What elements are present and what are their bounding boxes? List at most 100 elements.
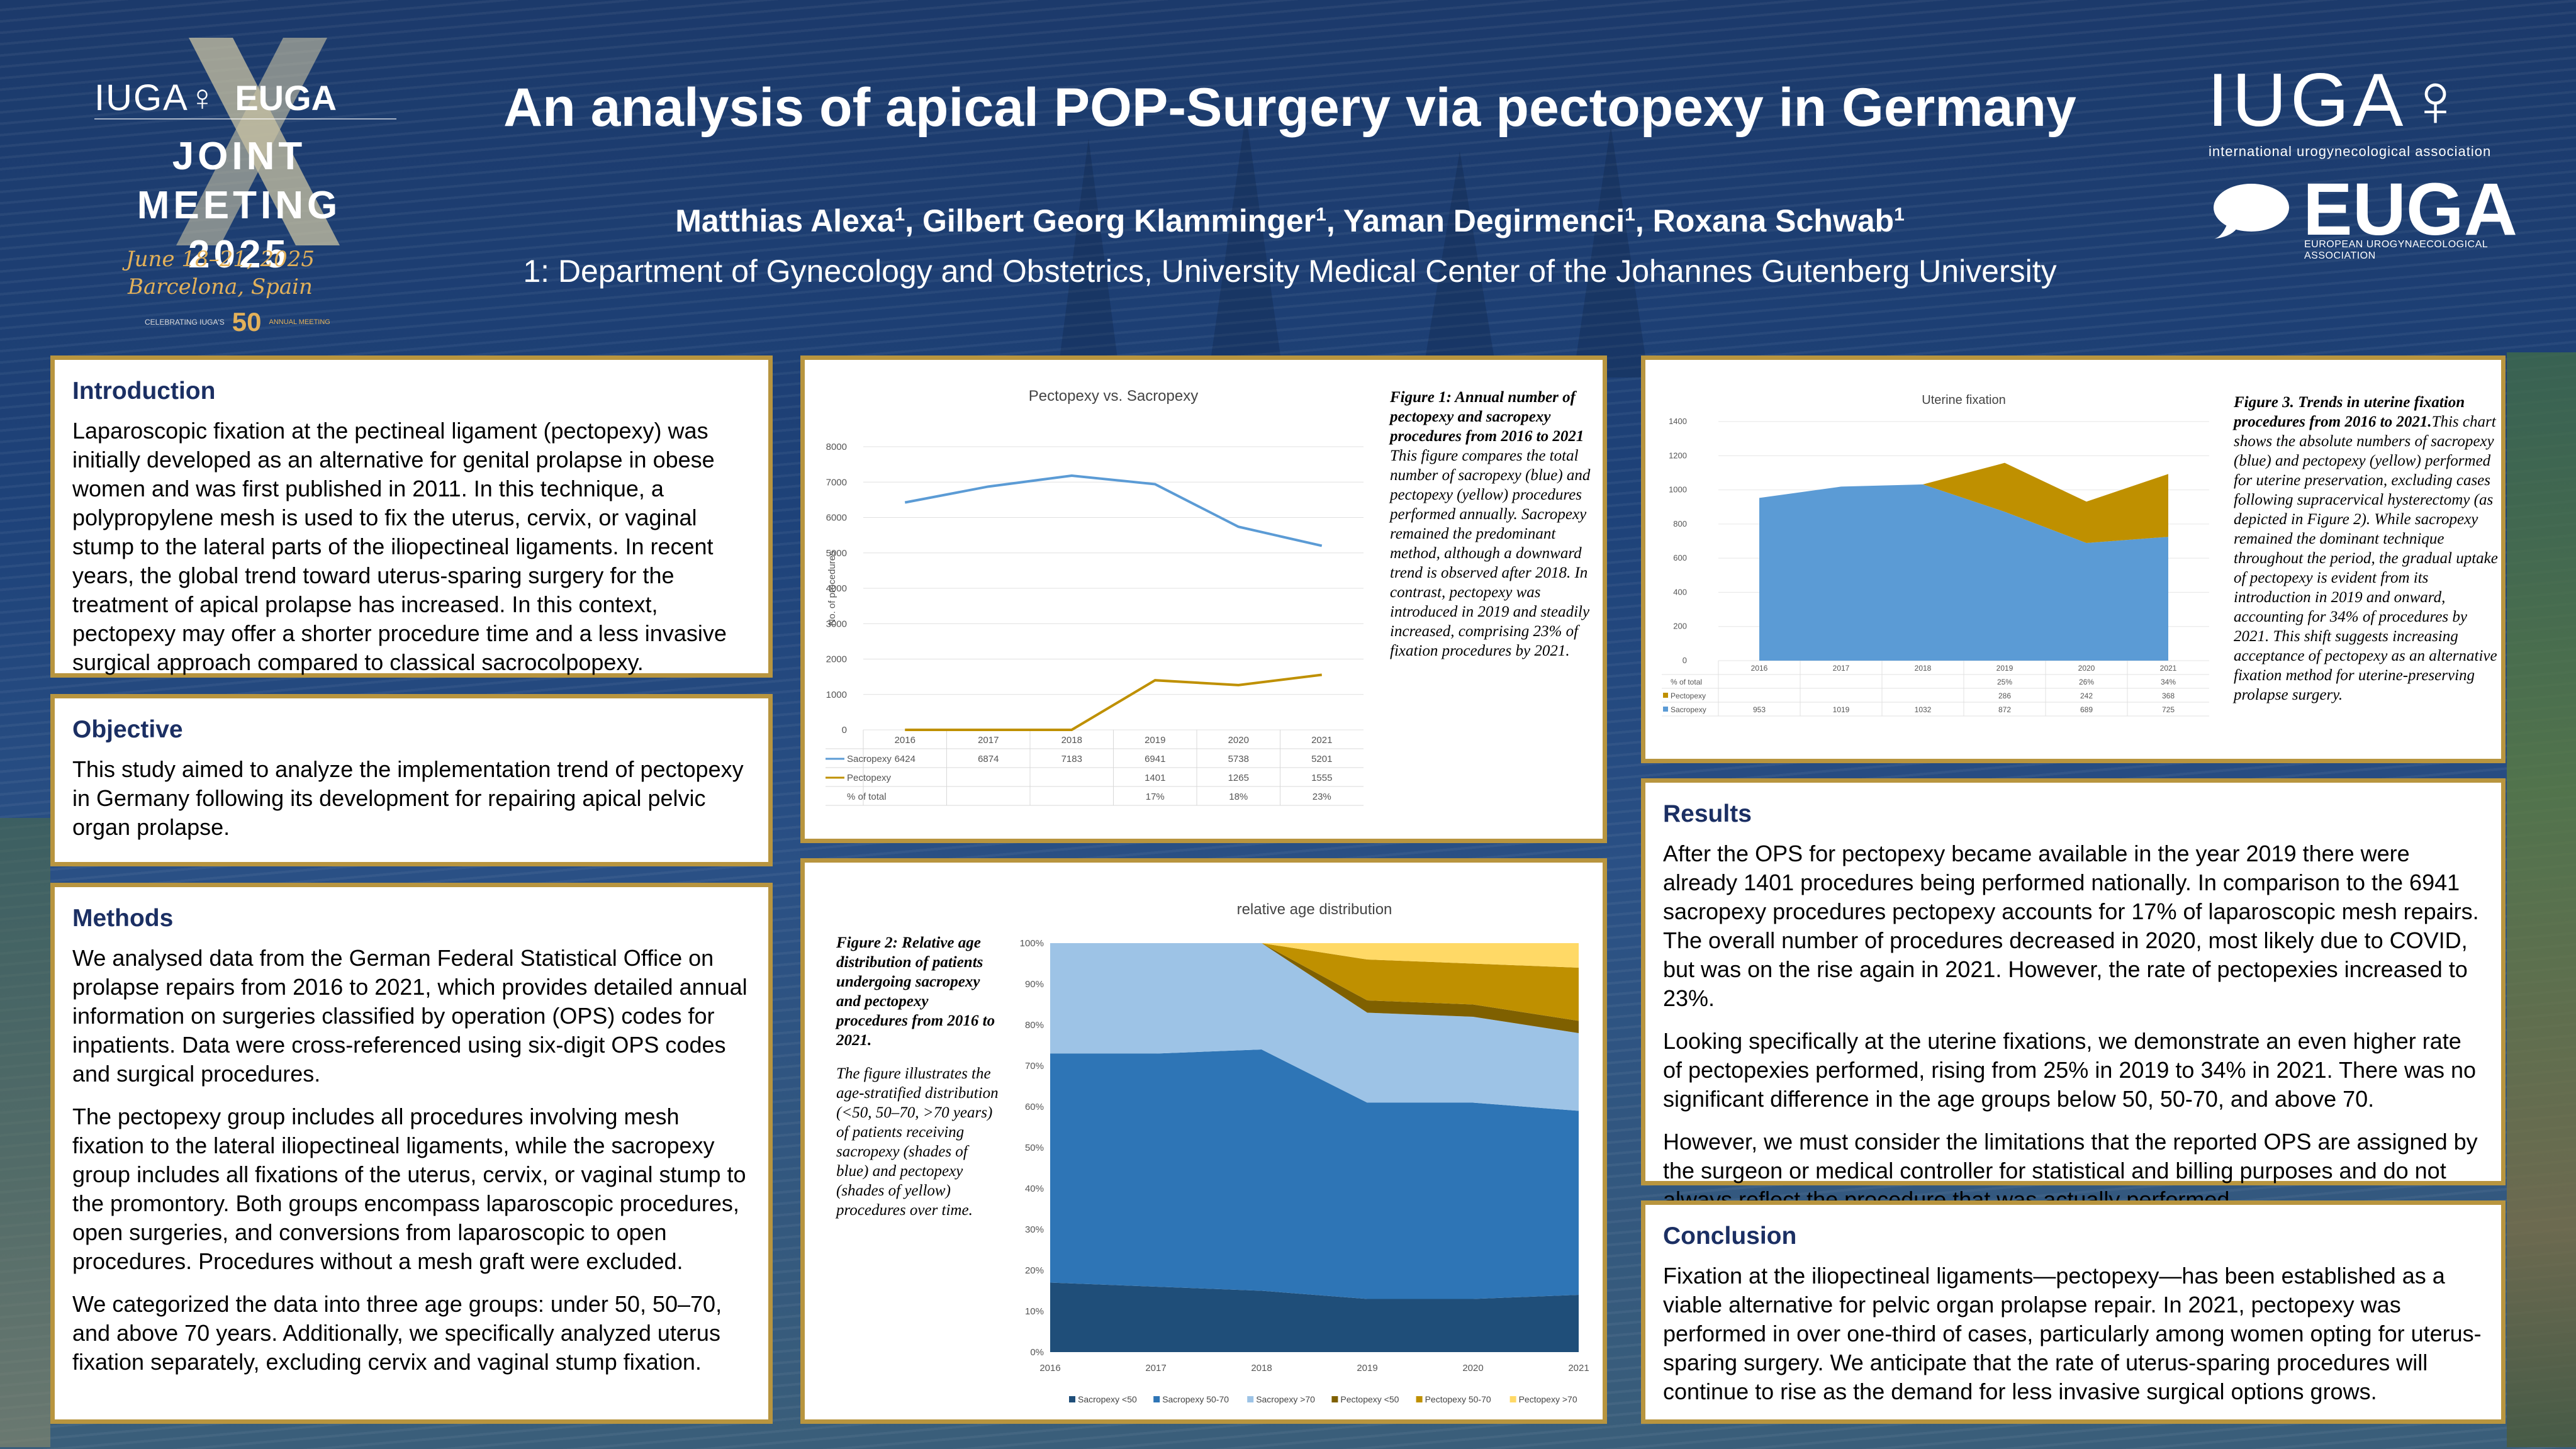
author-name: Gilbert Georg Klamminger bbox=[922, 203, 1316, 238]
area-pectopexy-70 bbox=[1050, 943, 1579, 968]
celebrating-label: CELEBRATING IUGA'S bbox=[145, 318, 225, 327]
chart-title: relative age distribution bbox=[1237, 901, 1392, 918]
logo-divider bbox=[94, 118, 396, 123]
area-sacropexy-50 bbox=[1050, 1282, 1579, 1352]
chart-title: Uterine fixation bbox=[1922, 393, 2005, 407]
author-list: Matthias Alexa1, Gilbert Georg Klamminge… bbox=[675, 203, 1905, 238]
author-name: Yaman Degirmenci bbox=[1343, 203, 1625, 238]
affiliation: 1: Department of Gynecology and Obstetri… bbox=[523, 254, 2057, 289]
background-trees-left bbox=[0, 818, 50, 1447]
table-cell: 5738 bbox=[1228, 754, 1249, 764]
euga-mini-logo: EUGA bbox=[235, 78, 337, 118]
legend: Sacropexy <50 Sacropexy 50-70 Sacropexy >7… bbox=[1069, 1394, 1577, 1404]
legend-swatch bbox=[1663, 707, 1668, 712]
figure1-panel: Pectopexy vs. Sacropexy 0 1000 2000 3000 4000… bbox=[800, 355, 1607, 843]
x-tick-label: 2016 bbox=[1751, 664, 1768, 673]
introduction-body: Laparoscopic fixation at the pectineal l… bbox=[72, 418, 727, 675]
figure2-panel: Figure 2: Relative age distribution of p… bbox=[800, 858, 1607, 1424]
legend-swatch bbox=[1331, 1396, 1338, 1402]
y-tick-label: 600 bbox=[1673, 553, 1687, 562]
y-tick-label: 1000 bbox=[1669, 485, 1687, 495]
table-cell: 6424 bbox=[895, 754, 916, 764]
table-cell: 1032 bbox=[1915, 705, 1932, 714]
methods-paragraph: We analysed data from the German Federal… bbox=[72, 945, 748, 1087]
x-tick-label: 2016 bbox=[1039, 1363, 1060, 1373]
area-sacropexy-50-70 bbox=[1050, 1049, 1579, 1299]
table-cell: 1265 bbox=[1228, 773, 1249, 783]
table-cell: 1019 bbox=[1833, 705, 1850, 714]
y-tick-label: 5000 bbox=[826, 548, 847, 559]
y-tick-label: 0 bbox=[1683, 656, 1687, 665]
y-tick-label: 40% bbox=[1025, 1183, 1044, 1194]
legend-label: Sacropexy >70 bbox=[1256, 1394, 1315, 1404]
y-tick-label: 30% bbox=[1025, 1224, 1044, 1235]
euga-subtitle: EUROPEAN UROGYNAECOLOGICAL ASSOCIATION bbox=[2304, 239, 2488, 261]
y-tick-label: 800 bbox=[1673, 519, 1687, 529]
legend-swatch bbox=[1509, 1396, 1516, 1402]
methods-paragraph: We categorized the data into three age g… bbox=[72, 1291, 722, 1375]
table-cell: 725 bbox=[2162, 705, 2175, 714]
legend-label: Pectopexy <50 bbox=[1340, 1394, 1399, 1404]
iuga-logo: IUGA♀ bbox=[2207, 58, 2468, 142]
table-row-label: % of total bbox=[1671, 678, 1702, 686]
y-tick-label: 8000 bbox=[826, 442, 847, 452]
introduction-heading: Introduction bbox=[72, 378, 216, 405]
x-tick-label: 2020 bbox=[1228, 735, 1249, 746]
legend-label: Pectopexy >70 bbox=[1519, 1394, 1577, 1404]
table-row-label: Sacropexy bbox=[1671, 705, 1706, 714]
table-cell: 18% bbox=[1229, 792, 1248, 802]
joint-meeting-year: 2025 bbox=[188, 233, 290, 276]
y-tick-label: 4000 bbox=[826, 583, 847, 594]
y-tick-label: 2000 bbox=[826, 654, 847, 665]
x-tick-label: 2017 bbox=[1833, 664, 1850, 673]
table-row-label: % of total bbox=[847, 792, 887, 802]
y-tick-label: 80% bbox=[1025, 1020, 1044, 1031]
x-tick-label: 2019 bbox=[1145, 735, 1165, 746]
table-cell: 6941 bbox=[1145, 754, 1165, 764]
x-tick-label: 2016 bbox=[895, 735, 916, 746]
conclusion-panel: Conclusion Fixation at the iliopectineal… bbox=[1641, 1200, 2506, 1424]
table-row-label: Sacropexy bbox=[847, 754, 892, 764]
introduction-panel: Introduction Laparoscopic fixation at th… bbox=[50, 355, 773, 678]
results-paragraph: After the OPS for pectopexy became avail… bbox=[1663, 841, 2479, 1011]
iuga-euga-logo: IUGA♀ international urogynecological ass… bbox=[2202, 57, 2517, 261]
figure1-caption-title: Figure 1: Annual number of pectopexy and… bbox=[1390, 389, 1584, 445]
x-mark-graphic bbox=[176, 38, 340, 245]
y-tick-label: 400 bbox=[1673, 587, 1687, 596]
legend-label: Sacropexy <50 bbox=[1078, 1394, 1137, 1404]
figure1-caption-text: This figure compares the total number of… bbox=[1390, 447, 1591, 659]
table-cell: 34% bbox=[2161, 678, 2176, 686]
table-cell: 26% bbox=[2079, 678, 2094, 686]
x-tick-label: 2020 bbox=[1462, 1363, 1483, 1373]
figure1-caption: Figure 1: Annual number of pectopexy and… bbox=[1390, 388, 1598, 661]
legend-swatch bbox=[1247, 1396, 1254, 1402]
table-cell: 368 bbox=[2162, 691, 2175, 700]
y-tick-label: 1400 bbox=[1669, 417, 1687, 426]
y-tick-label: 1000 bbox=[826, 690, 847, 700]
table-cell: 7183 bbox=[1061, 754, 1082, 764]
figure2-caption: Figure 2: Relative age distribution of p… bbox=[836, 933, 1000, 1220]
results-paragraph: However, we must consider the limitation… bbox=[1663, 1129, 2478, 1212]
table-cell: 242 bbox=[2080, 691, 2093, 700]
joint-meeting-title: JOINT MEETING 2025 bbox=[69, 132, 409, 279]
author-affiliation-marker: 1 bbox=[894, 204, 905, 225]
x-tick-label: 2018 bbox=[1915, 664, 1932, 673]
y-tick-label: 6000 bbox=[826, 513, 847, 523]
author-affiliation-marker: 1 bbox=[1316, 204, 1326, 225]
x-tick-label: 2019 bbox=[1996, 664, 2013, 673]
y-tick-label: 7000 bbox=[826, 477, 847, 488]
legend-swatch bbox=[1069, 1396, 1075, 1402]
x-tick-label: 2017 bbox=[978, 735, 999, 746]
series-line-sacropexy bbox=[904, 474, 1323, 547]
author-name: Roxana Schwab bbox=[1652, 203, 1895, 238]
table-row-label: Pectopexy bbox=[1671, 691, 1706, 700]
y-tick-label: 200 bbox=[1673, 622, 1687, 631]
methods-panel: Methods We analysed data from the German… bbox=[50, 883, 773, 1424]
iuga-mini-logo: IUGA♀ bbox=[94, 77, 218, 118]
x-tick-label: 2018 bbox=[1251, 1363, 1272, 1373]
fiftieth-badge: CELEBRATING IUGA'S 50 ANNUAL MEETING bbox=[145, 307, 330, 337]
legend-swatch bbox=[1416, 1396, 1423, 1402]
y-axis-label: No. of procedures bbox=[827, 551, 837, 625]
figure2-caption-text: The figure illustrates the age-stratifie… bbox=[836, 1065, 999, 1219]
table-cell: 689 bbox=[2080, 705, 2093, 714]
